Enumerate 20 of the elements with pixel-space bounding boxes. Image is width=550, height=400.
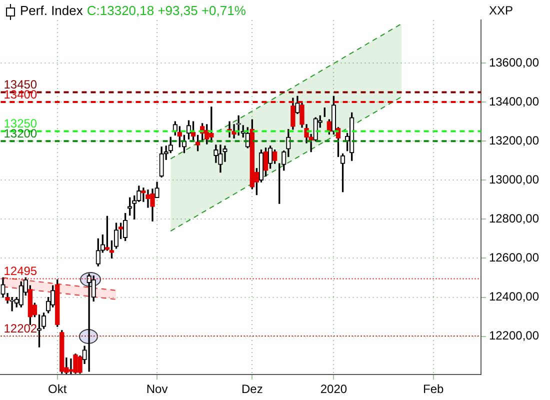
y-tick-label: 13400,00 [488,94,540,108]
y-tick-label: 12600,00 [488,250,540,265]
y-tick-label: 12800,00 [488,211,540,226]
y-tick-label: 12400,00 [488,290,540,304]
y-tick-label: 13000,00 [488,172,540,186]
ref-line-label: 12495 [4,264,38,278]
y-tick-label: 12200,00 [488,328,540,343]
candlestick [86,274,92,372]
chart-title: Perf. Index [20,3,83,18]
x-tick-label: 2020 [320,382,348,396]
x-tick-label: Okt [48,382,68,396]
y-tick-label: 13200,00 [488,133,540,148]
x-tick-label: Feb [423,382,444,396]
y-tick-label: 13600,00 [488,55,540,70]
x-tick-label: Dez [241,382,263,396]
y-axis-title: XXP [488,3,513,18]
candlestick [236,115,241,136]
x-tick-label: Nov [146,382,168,396]
ref-line-label: 12202 [4,321,38,336]
chart-subtitle: C:13320,18 +93,35 +0,71% [86,3,246,18]
